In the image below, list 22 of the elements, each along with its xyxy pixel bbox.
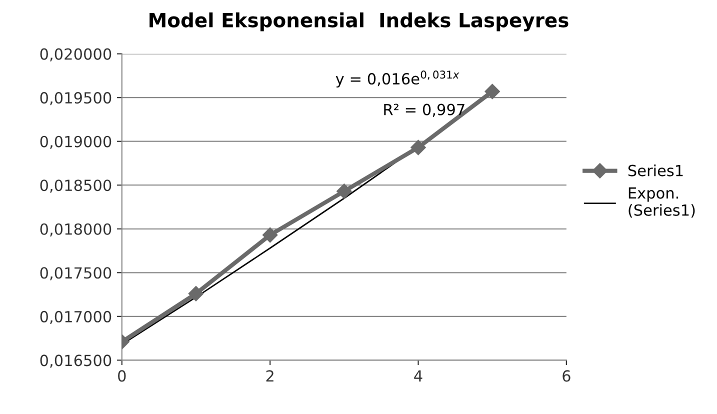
x-tick-label: 6 bbox=[562, 370, 570, 382]
legend-label: Series1 bbox=[628, 164, 683, 176]
y-tick-label: 0,017500 bbox=[40, 267, 112, 280]
x-tick-label: 2 bbox=[266, 370, 274, 382]
legend-label: Expon. (Series1) bbox=[628, 187, 695, 218]
chart-title: Model Eksponensial Indeks Laspeyres bbox=[150, 12, 568, 32]
point bbox=[484, 84, 500, 100]
annotation: R² = 0,997 bbox=[384, 104, 464, 117]
point bbox=[336, 184, 352, 199]
point bbox=[410, 140, 426, 156]
y-tick-label: 0,018000 bbox=[40, 223, 112, 236]
y-tick-label: 0,017000 bbox=[40, 310, 112, 324]
x-tick-label: 4 bbox=[414, 370, 422, 382]
x-tick-label: 0 bbox=[118, 370, 126, 382]
point bbox=[188, 286, 204, 302]
y-tick-label: 0,020000 bbox=[40, 48, 112, 62]
point bbox=[262, 227, 278, 243]
y-tick-label: 0,019000 bbox=[40, 136, 112, 149]
annotation: y = 0,016e$^{0,031x}$ bbox=[336, 70, 460, 88]
y-tick-label: 0,018500 bbox=[40, 180, 112, 193]
y-tick-label: 0,019500 bbox=[40, 92, 112, 106]
y-tick-label: 0,016500 bbox=[40, 354, 112, 368]
